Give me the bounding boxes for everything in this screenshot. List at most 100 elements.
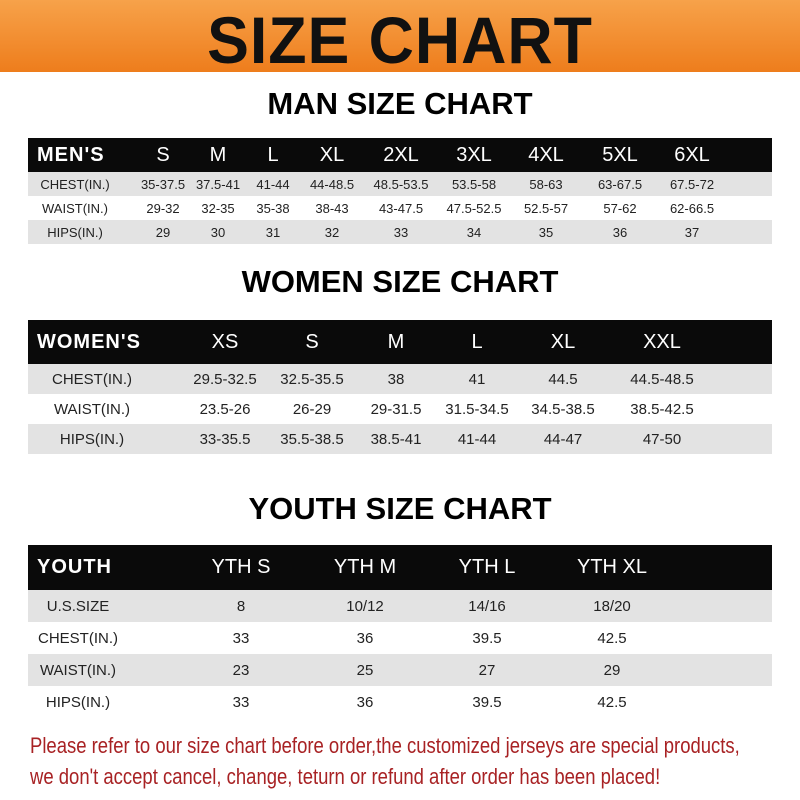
size-value: 34 [466,224,482,240]
size-value: 29 [155,224,171,240]
size-header: S [305,330,319,353]
table-title-cell: MEN'S [37,143,105,166]
size-value: 57-62 [603,200,637,216]
size-value: 53.5-58 [451,176,497,192]
size-value: 35.5-38.5 [280,430,344,448]
row-label: WAIST(IN.) [42,200,108,216]
size-value: 44-48.5 [309,176,355,192]
size-value: 29.5-32.5 [193,370,257,388]
size-value: 44.5-48.5 [630,370,694,388]
table-row: WAIST(IN.) 23 25 27 29 [28,654,772,686]
women-section-title: WOMEN SIZE CHART [241,264,559,299]
size-value: 58-63 [529,176,563,192]
size-value: 43-47.5 [378,200,424,216]
size-header: YTH XL [576,556,648,578]
table-row: WAIST(IN.) 23.5-26 26-29 29-31.5 31.5-34.5 34… [28,394,772,424]
header-row: MEN'S S M L XL 2XL 3XL 4XL 5XL 6XL [28,138,772,172]
header-row: WOMEN'S XS S M L XL XXL [28,320,772,364]
size-value: 38.5-42.5 [630,400,694,418]
size-value: 42.5 [597,693,627,711]
size-value: 42.5 [597,629,627,647]
table-row: U.S.SIZE 8 10/12 14/16 18/20 [28,590,772,622]
table-title-cell: YOUTH [37,556,112,578]
size-header: XS [211,330,239,353]
size-value: 36 [356,693,374,711]
table-row: CHEST(IN.) 29.5-32.5 32.5-35.5 38 41 44.5 44.5… [28,364,772,394]
row-label: WAIST(IN.) [53,400,131,418]
size-header: 2XL [383,143,419,166]
size-value: 38.5-41 [370,430,422,448]
table-row: CHEST(IN.) 35-37.5 37.5-41 41-44 44-48.5 48.5… [28,172,772,196]
size-value: 23.5-26 [199,400,251,418]
size-value: 39.5 [472,693,502,711]
row-label: HIPS(IN.) [59,430,125,448]
size-header: 5XL [602,143,638,166]
size-value: 47-50 [642,430,682,448]
size-value: 35 [538,224,554,240]
men-size-table: MEN'S S M L XL 2XL 3XL 4XL 5XL 6XL CHEST(IN.) 35-37… [28,138,772,244]
size-value: 30 [210,224,226,240]
size-value: 32 [324,224,340,240]
table-row: WAIST(IN.) 29-32 32-35 35-38 38-43 43-47.5 47.… [28,196,772,220]
size-value: 38-43 [315,200,349,216]
table-row: HIPS(IN.) 33-35.5 35.5-38.5 38.5-41 41-44 44-… [28,424,772,454]
size-value: 14/16 [468,597,506,615]
size-value: 27 [478,661,496,679]
size-header: L [267,143,279,166]
size-value: 33-35.5 [199,430,251,448]
size-value: 62-66.5 [669,200,715,216]
size-header: YTH L [458,556,516,578]
size-value: 41-44 [457,430,497,448]
women-size-table: WOMEN'S XS S M L XL XXL CHEST(IN.) 29.5-32.5 32.5… [28,320,772,454]
size-header: XL [319,143,345,166]
row-label: CHEST(IN.) [38,629,118,647]
notice-line-2: we don't accept cancel, change, teturn o… [30,764,661,789]
size-value: 25 [356,661,374,679]
size-value: 36 [612,224,628,240]
row-label: U.S.SIZE [46,597,110,615]
size-header: L [471,330,483,353]
size-header: 6XL [674,143,710,166]
size-value: 33 [232,693,250,711]
row-label: WAIST(IN.) [39,661,117,679]
size-header: S [156,143,170,166]
size-header: M [387,330,405,353]
header-row: YOUTH YTH S YTH M YTH L YTH XL [28,545,772,590]
size-value: 31 [265,224,281,240]
size-value: 18/20 [593,597,631,615]
size-value: 33 [393,224,409,240]
size-value: 38 [387,370,405,388]
size-value: 41 [468,370,486,388]
size-header: XL [550,330,576,353]
table-row: HIPS(IN.) 29 30 31 32 33 34 35 36 37 [28,220,772,244]
youth-size-table: YOUTH YTH S YTH M YTH L YTH XL U.S.SIZE 8 10/12… [28,545,772,718]
title-banner: SIZE CHART [0,0,800,77]
size-value: 35-37.5 [140,176,186,192]
size-value: 32-35 [201,200,235,216]
row-label: HIPS(IN.) [45,693,111,711]
size-value: 37 [684,224,700,240]
size-value: 52.5-57 [523,200,569,216]
size-value: 29 [603,661,621,679]
size-value: 47.5-52.5 [446,200,502,216]
size-header: YTH M [333,556,397,578]
size-value: 8 [236,597,246,615]
size-value: 29-32 [146,200,180,216]
page-title: SIZE CHART [207,3,593,77]
size-value: 67.5-72 [669,176,715,192]
table-title-cell: WOMEN'S [37,330,141,353]
size-header: 3XL [456,143,492,166]
size-value: 32.5-35.5 [280,370,344,388]
row-label: HIPS(IN.) [47,224,103,240]
size-value: 33 [232,629,250,647]
table-row: CHEST(IN.) 33 36 39.5 42.5 [28,622,772,654]
size-value: 48.5-53.5 [373,176,429,192]
size-value: 36 [356,629,374,647]
size-value: 29-31.5 [370,400,422,418]
size-value: 39.5 [472,629,502,647]
size-header: YTH S [211,556,271,578]
size-value: 35-38 [256,200,290,216]
row-label: CHEST(IN.) [40,176,110,192]
size-value: 23 [232,661,250,679]
table-row: HIPS(IN.) 33 36 39.5 42.5 [28,686,772,718]
